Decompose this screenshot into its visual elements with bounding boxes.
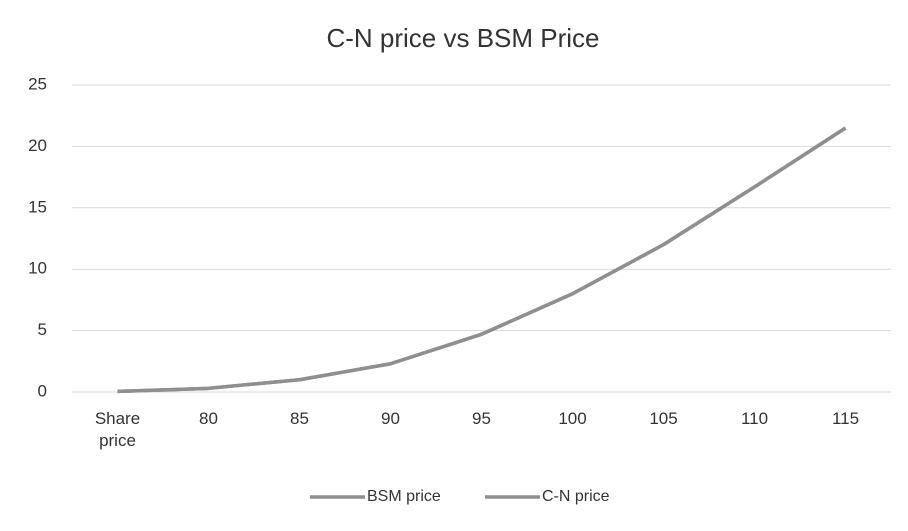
y-tick-label: 5 [38,320,47,339]
legend-label: C-N price [542,488,610,505]
x-tick-label: 80 [199,409,218,428]
legend-label: BSM price [367,488,441,505]
x-tick-label: 100 [558,409,587,428]
y-tick-label: 0 [38,381,47,400]
series-line [117,126,847,394]
y-tick-label: 15 [28,197,47,216]
x-tick-label: 110 [740,409,769,428]
x-tick-label: 90 [381,409,400,428]
x-tick-label: 105 [649,409,678,428]
series-line [117,126,847,394]
x-tick-label: 85 [290,409,309,428]
x-tick-label: Share price [94,409,141,450]
y-tick-label: 20 [28,136,47,155]
x-tick-label: 95 [472,409,491,428]
y-tick-label: 25 [28,74,47,93]
x-tick-label: 115 [831,409,860,428]
y-tick-label: 10 [28,259,47,278]
chart-title: C-N price vs BSM Price [326,23,599,53]
